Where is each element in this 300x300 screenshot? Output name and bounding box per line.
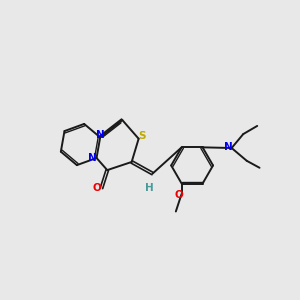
Text: O: O bbox=[92, 183, 101, 193]
Text: H: H bbox=[145, 183, 154, 193]
Text: N: N bbox=[88, 153, 97, 163]
Text: O: O bbox=[175, 190, 184, 200]
Text: N: N bbox=[224, 142, 233, 152]
Text: S: S bbox=[138, 131, 146, 141]
Text: N: N bbox=[96, 130, 105, 140]
